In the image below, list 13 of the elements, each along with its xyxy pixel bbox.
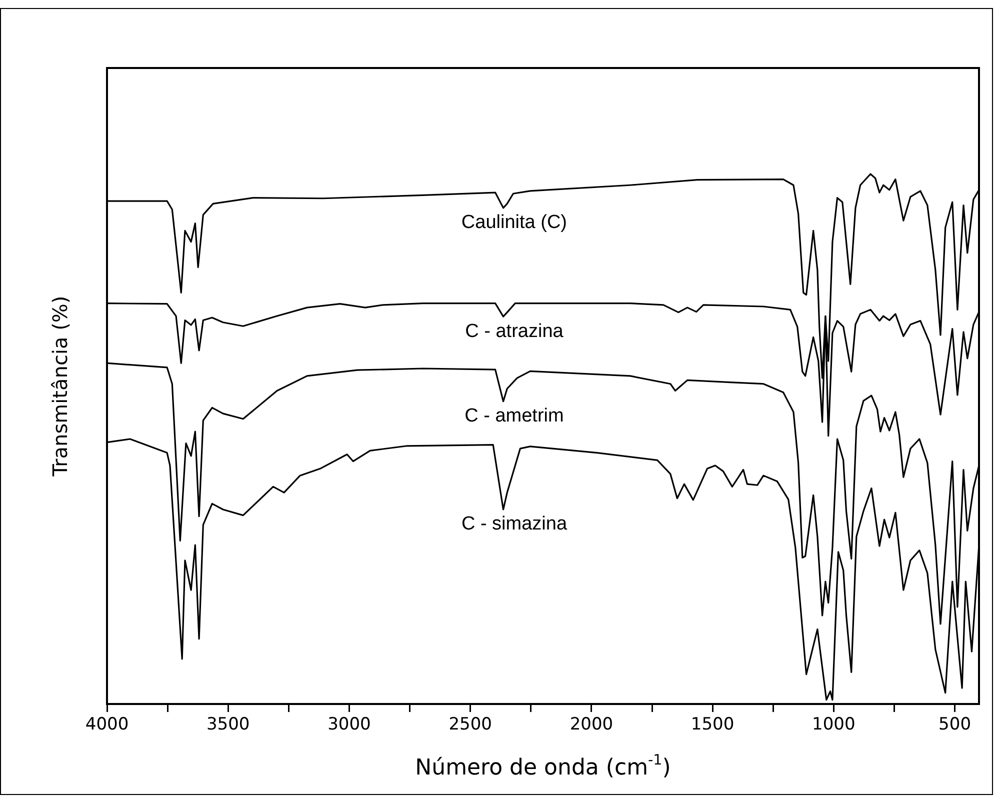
x-tick-label: 3500 xyxy=(206,714,250,735)
x-tick-label: 1000 xyxy=(812,714,856,735)
x-tick-label: 1500 xyxy=(690,714,734,735)
series-label: C - atrazina xyxy=(465,320,564,342)
series-label: C - ametrim xyxy=(464,406,564,427)
series-label: C - simazina xyxy=(461,514,568,535)
x-tick-label: 2000 xyxy=(570,714,614,735)
x-tick-label: 3000 xyxy=(328,714,371,735)
series-label: Caulinita (C) xyxy=(461,212,568,234)
y-axis-title: Transmitância (%) xyxy=(48,296,72,478)
x-tick-label: 500 xyxy=(938,714,972,735)
x-tick-label: 2500 xyxy=(448,714,492,735)
x-tick-label: 4000 xyxy=(85,714,129,735)
